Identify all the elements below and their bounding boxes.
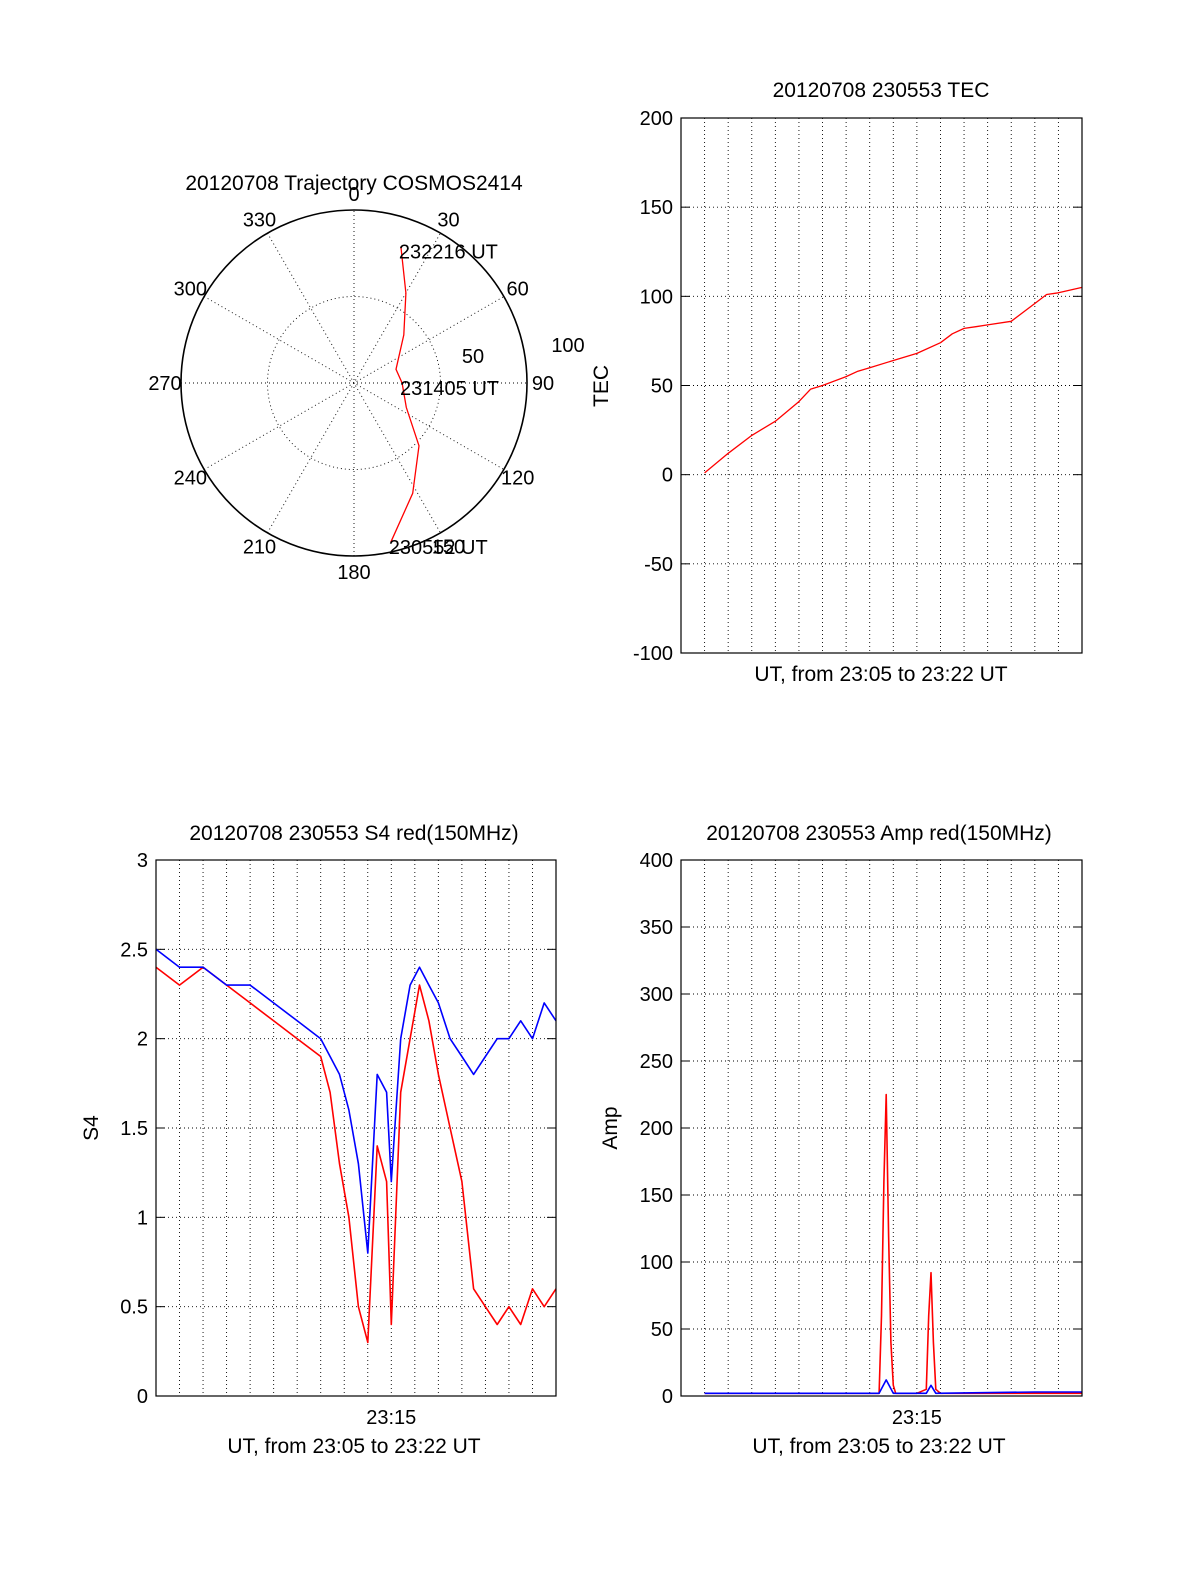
amp-y-axis-label: Amp: [599, 1106, 622, 1149]
s4-x-tick-label: 23:15: [366, 1407, 416, 1429]
polar-grid-spoke: [267, 232, 441, 534]
polar-azimuth-label: 330: [243, 209, 276, 231]
amp-y-tick-label: 350: [640, 917, 673, 939]
amp-series-2-line: [704, 1379, 1082, 1395]
s4-y-tick-label: 3: [137, 850, 148, 872]
polar-azimuth-label: 300: [174, 279, 207, 301]
polar-azimuth-label: 240: [174, 468, 207, 490]
s4-plot-frame: [155, 859, 557, 1397]
s4-title: 20120708 230553 S4 red(150MHz): [189, 822, 518, 845]
trajectory-polar-plot: 20120708 Trajectory COSMOS2414 0 30 60 90 12…: [148, 172, 584, 584]
amp-series-1-line: [704, 1093, 1082, 1395]
tec-x-axis-label: UT, from 23:05 to 23:22 UT: [754, 663, 1007, 686]
amp-y-tick-label: 100: [640, 1252, 673, 1274]
s4-y-tick-label: 0: [137, 1386, 148, 1408]
polar-azimuth-label: 150: [432, 537, 465, 559]
amp-y-tick-label: 150: [640, 1185, 673, 1207]
tec-y-tick-label: 150: [640, 197, 673, 219]
tec-y-axis-label: TEC: [590, 365, 613, 407]
s4-y-axis-label: S4: [80, 1115, 103, 1141]
s4-y-tick-label: 1: [137, 1207, 148, 1229]
tec-plot-frame: [680, 117, 1083, 654]
amp-y-tick-label: 400: [640, 850, 673, 872]
polar-radial-label: 100: [551, 335, 584, 357]
amp-title: 20120708 230553 Amp red(150MHz): [706, 822, 1052, 845]
tec-series-1-line: [704, 286, 1083, 474]
amp-x-tick-label: 23:15: [892, 1407, 942, 1429]
s4-x-axis-label: UT, from 23:05 to 23:22 UT: [227, 1435, 480, 1458]
s4-y-tick-label: 1.5: [120, 1118, 148, 1140]
s4-y-tick-label: 2.5: [120, 939, 148, 961]
amp-y-tick-label: 250: [640, 1051, 673, 1073]
polar-azimuth-label: 0: [348, 184, 359, 206]
s4-y-tick-label: 0.5: [120, 1297, 148, 1319]
amp-y-tick-label: 200: [640, 1118, 673, 1140]
amp-y-tick-label: 300: [640, 984, 673, 1006]
trajectory-time-label: 230552 UT: [389, 537, 488, 559]
tec-y-tick-label: 0: [662, 465, 673, 487]
s4-series-2-line: [155, 948, 557, 1254]
polar-azimuth-label: 60: [507, 279, 529, 301]
s4-y-tick-label: 2: [137, 1029, 148, 1051]
trajectory-time-label: 232216 UT: [399, 242, 498, 264]
polar-grid-circle: [267, 296, 441, 470]
tec-title: 20120708 230553 TEC: [773, 79, 990, 102]
trajectory-line: [390, 246, 420, 543]
polar-azimuth-label: 210: [243, 537, 276, 559]
trajectory-time-label: 231405 UT: [400, 378, 499, 400]
polar-azimuth-label: 180: [337, 562, 370, 584]
s4-chart: 20120708 230553 S4 red(150MHz) UT, from …: [80, 822, 557, 1458]
amp-chart: 20120708 230553 Amp red(150MHz) UT, from…: [599, 822, 1083, 1458]
tec-y-tick-label: 100: [640, 286, 673, 308]
tec-y-tick-label: -100: [633, 643, 673, 665]
amp-y-tick-label: 0: [662, 1386, 673, 1408]
s4-series-1-line: [155, 966, 557, 1344]
tec-chart: 20120708 230553 TEC UT, from 23:05 to 23…: [590, 79, 1083, 686]
polar-title: 20120708 Trajectory COSMOS2414: [185, 172, 523, 195]
amp-plot-frame: [680, 859, 1083, 1397]
polar-azimuth-label: 270: [148, 373, 181, 395]
amp-y-tick-label: 50: [651, 1319, 673, 1341]
polar-azimuth-label: 120: [501, 468, 534, 490]
tec-y-tick-label: -50: [644, 554, 673, 576]
tec-y-tick-label: 50: [651, 376, 673, 398]
polar-azimuth-label: 30: [437, 209, 459, 231]
amp-x-axis-label: UT, from 23:05 to 23:22 UT: [752, 1435, 1005, 1458]
tec-y-tick-label: 200: [640, 108, 673, 130]
polar-azimuth-label: 90: [532, 373, 554, 395]
polar-radial-label: 50: [462, 346, 484, 368]
